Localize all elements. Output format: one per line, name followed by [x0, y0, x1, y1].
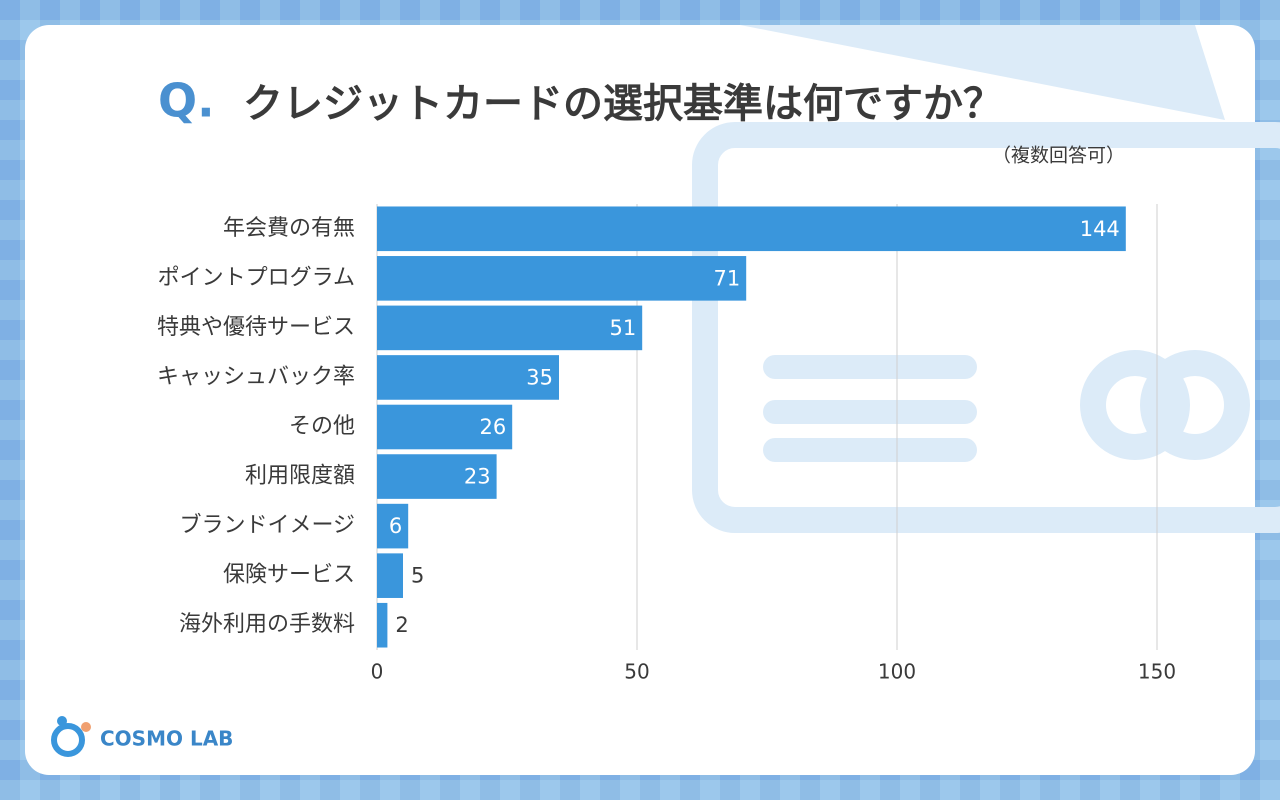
bar — [377, 305, 643, 351]
value-label: 144 — [1080, 217, 1120, 241]
bar — [377, 355, 559, 400]
x-tick-label: 150 — [1138, 660, 1176, 684]
y-tick-label: その他 — [289, 414, 355, 439]
value-label: 71 — [713, 266, 740, 290]
y-tick-label: キャッシュバック率 — [157, 364, 355, 389]
value-label: 35 — [526, 365, 553, 389]
subtitle: （複数回答可） — [992, 145, 1125, 167]
logo-text: COSMO LAB — [100, 727, 233, 751]
value-label: 23 — [464, 465, 491, 489]
y-tick-label: ポイントプログラム — [158, 265, 355, 290]
value-label: 6 — [389, 514, 402, 538]
question-marker: Q. — [158, 74, 215, 128]
bar — [377, 553, 403, 598]
y-tick-label: 年会費の有無 — [223, 216, 355, 241]
logo: COSMO LAB — [51, 716, 233, 757]
y-tick-label: ブランドイメージ — [179, 513, 355, 538]
y-tick-label: 海外利用の手数料 — [179, 612, 355, 637]
chart-title: クレジットカードの選択基準は何ですか？ — [243, 81, 1003, 127]
bar — [377, 256, 747, 301]
y-tick-label: 利用限度額 — [245, 464, 355, 489]
bar — [377, 404, 513, 450]
card-illustration — [692, 25, 1280, 533]
bar — [377, 503, 409, 549]
bar — [377, 602, 388, 648]
x-tick-label: 50 — [624, 660, 649, 684]
y-tick-label: 特典や優待サービス — [157, 315, 355, 340]
value-label: 2 — [395, 613, 408, 637]
x-tick-label: 100 — [878, 660, 916, 684]
y-tick-label: 保険サービス — [223, 563, 355, 588]
value-label: 5 — [411, 564, 424, 588]
x-tick-label: 0 — [371, 660, 384, 684]
bar — [377, 206, 1126, 252]
bar — [377, 454, 497, 499]
value-label: 51 — [609, 316, 636, 340]
value-label: 26 — [479, 415, 506, 439]
